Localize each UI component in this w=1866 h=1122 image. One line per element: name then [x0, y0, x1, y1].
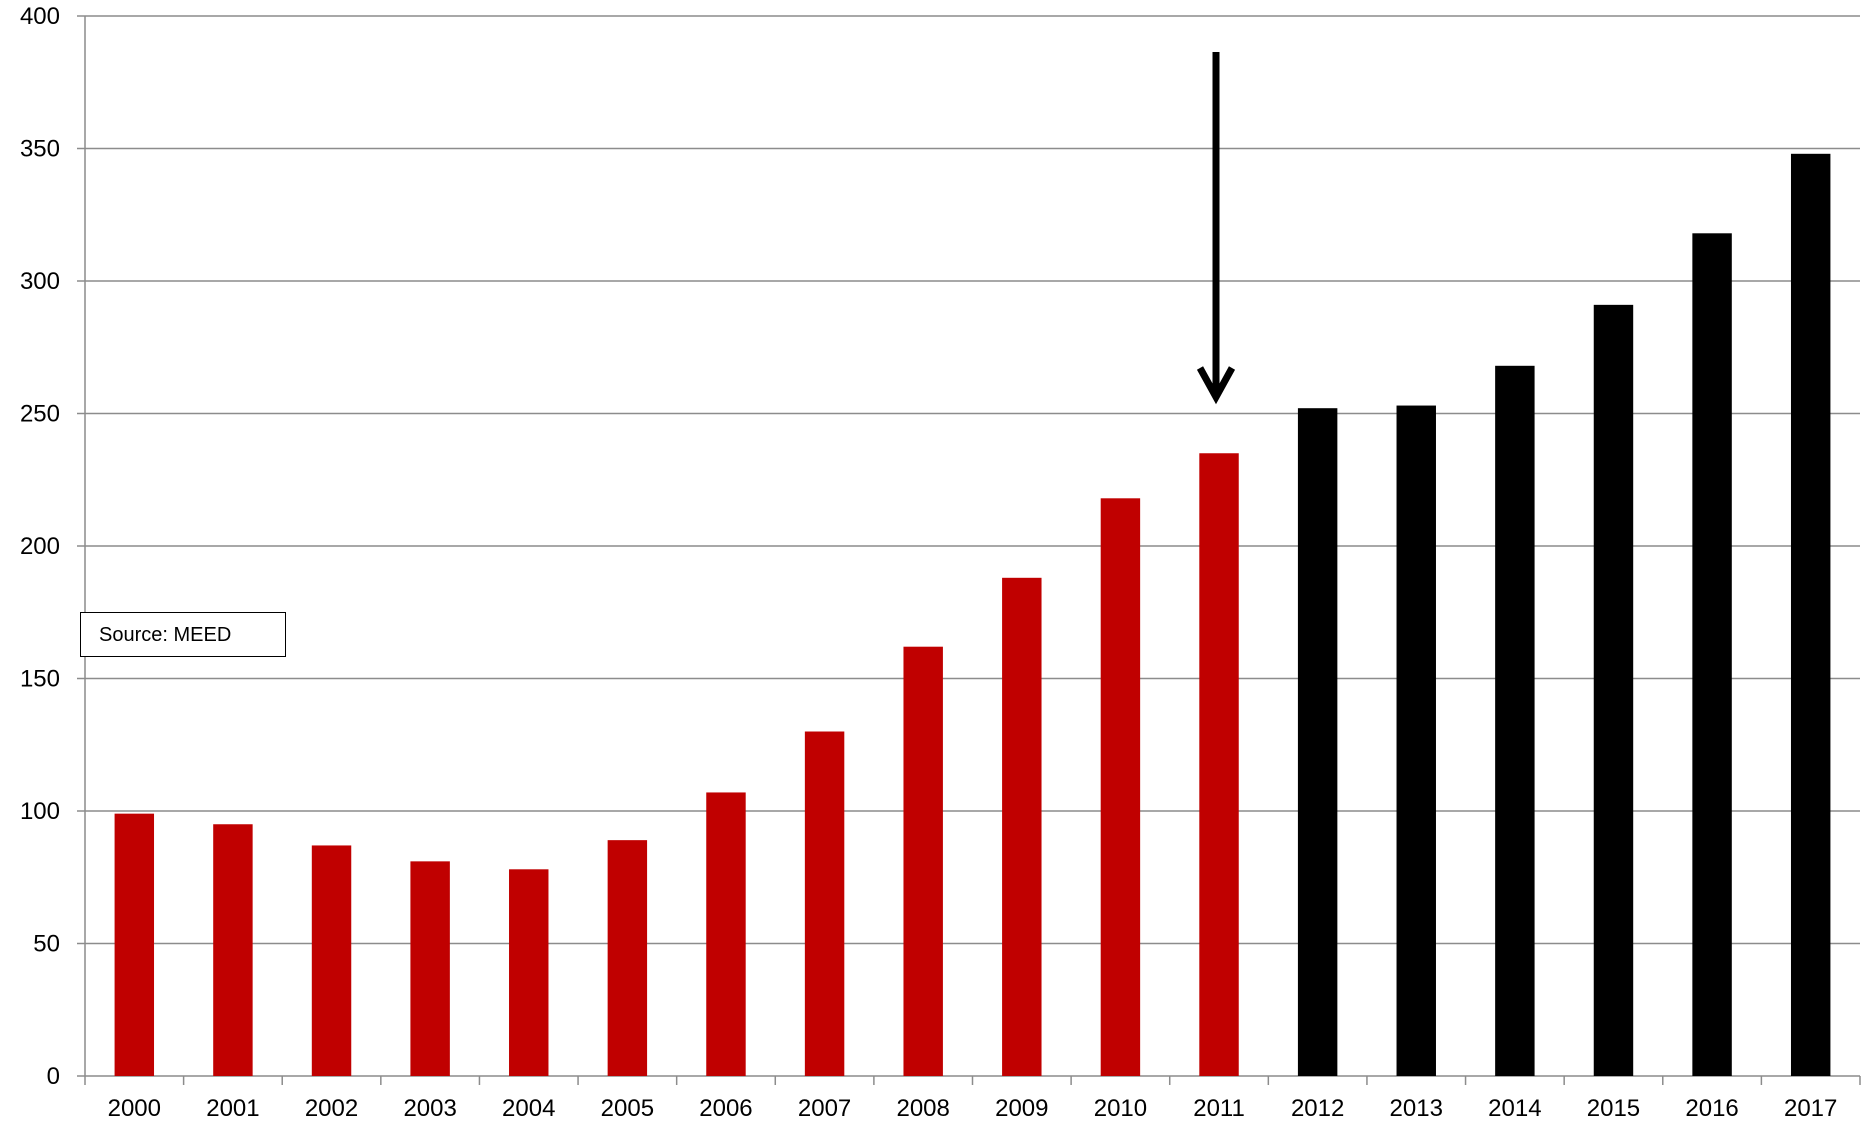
bar-2003 — [410, 861, 450, 1076]
x-tick-label: 2009 — [995, 1095, 1048, 1122]
gridlines — [85, 15, 1860, 945]
bar-2007 — [804, 731, 845, 1076]
bar-2013 — [1396, 405, 1436, 1076]
x-tick-label: 2003 — [403, 1095, 456, 1122]
bars — [114, 153, 1831, 1077]
bar-2009 — [1002, 577, 1042, 1076]
source-note: Source: MEED — [80, 612, 286, 657]
bar-2015 — [1593, 304, 1634, 1077]
arrow-head — [1196, 366, 1236, 405]
y-axis: 0 50 100 150 200 250 300 350 400 — [20, 3, 86, 1090]
y-tick-label: 400 — [20, 3, 60, 30]
bar-2014 — [1495, 365, 1535, 1076]
x-tick-label: 2001 — [206, 1095, 259, 1122]
bar-2001 — [213, 824, 253, 1076]
y-tick-label: 350 — [20, 136, 60, 163]
bar-2000 — [114, 813, 155, 1076]
x-tick-label: 2000 — [108, 1095, 161, 1122]
y-tick-label: 250 — [20, 401, 60, 428]
x-tick-label: 2004 — [502, 1095, 555, 1122]
bar-2012 — [1297, 408, 1338, 1076]
x-tick-label: 2011 — [1193, 1095, 1245, 1122]
bar-2017 — [1790, 153, 1831, 1077]
x-tick-label: 2014 — [1488, 1095, 1541, 1122]
x-tick-label: 2010 — [1094, 1095, 1147, 1122]
x-tick-label: 2017 — [1784, 1095, 1837, 1122]
bar-2005 — [607, 840, 648, 1076]
bar-2011 — [1199, 453, 1239, 1076]
y-tick-label: 300 — [20, 268, 60, 295]
bar-2004 — [509, 869, 549, 1076]
bar-2008 — [903, 646, 943, 1076]
x-tick-label: 2016 — [1685, 1095, 1738, 1122]
bar-2010 — [1100, 498, 1141, 1076]
x-tick-label: 2002 — [305, 1095, 358, 1122]
bar-2016 — [1692, 233, 1732, 1077]
x-tick-label: 2013 — [1390, 1095, 1443, 1122]
x-axis: 2000 2001 2002 2003 2004 2005 2006 2007 2008 2009… — [84, 1075, 1861, 1122]
x-tick-label: 2012 — [1291, 1095, 1344, 1122]
x-tick-label: 2015 — [1587, 1095, 1640, 1122]
y-tick-label: 150 — [20, 666, 60, 693]
x-tick-label: 2006 — [699, 1095, 752, 1122]
x-tick-label: 2008 — [896, 1095, 949, 1122]
x-tick-label: 2007 — [798, 1095, 851, 1122]
bar-2006 — [706, 792, 746, 1076]
bar-2002 — [311, 845, 352, 1076]
arrow-annotation — [1196, 52, 1236, 405]
y-tick-label: 200 — [20, 533, 60, 560]
y-tick-label: 50 — [33, 931, 60, 958]
y-tick-label: 100 — [20, 798, 60, 825]
x-tick-label: 2005 — [601, 1095, 654, 1122]
y-tick-label: 0 — [47, 1063, 60, 1090]
